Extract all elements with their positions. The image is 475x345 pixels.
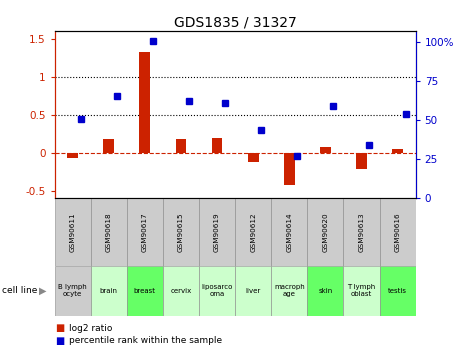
Text: skin: skin [318,288,332,294]
Text: liver: liver [246,288,261,294]
Text: GSM90613: GSM90613 [359,212,364,252]
Bar [127,266,163,316]
Bar [307,198,343,266]
Title: GDS1835 / 31327: GDS1835 / 31327 [174,16,296,30]
Text: ■: ■ [55,324,64,333]
Text: brain: brain [100,288,118,294]
Bar [127,198,163,266]
Text: cervix: cervix [171,288,191,294]
Text: log2 ratio: log2 ratio [69,324,112,333]
Bar [91,266,127,316]
Bar [199,198,235,266]
Bar [356,153,367,169]
Bar [67,153,78,158]
Text: breast: breast [134,288,156,294]
Bar [380,266,416,316]
Bar [343,198,380,266]
Text: GSM90614: GSM90614 [286,212,292,252]
Text: liposarco
oma: liposarco oma [201,284,233,297]
Bar [140,52,150,153]
Text: GSM90611: GSM90611 [70,212,76,252]
Text: GSM90617: GSM90617 [142,212,148,252]
Bar [307,266,343,316]
Bar [163,198,199,266]
Bar [271,198,307,266]
Bar [55,198,91,266]
Text: ▶: ▶ [39,286,47,296]
Text: B lymph
ocyte: B lymph ocyte [58,284,87,297]
Bar [343,266,380,316]
Bar [235,198,271,266]
Text: ■: ■ [55,336,64,345]
Text: GSM90619: GSM90619 [214,212,220,252]
Text: GSM90615: GSM90615 [178,212,184,252]
Text: GSM90616: GSM90616 [395,212,400,252]
Text: testis: testis [388,288,407,294]
Text: GSM90620: GSM90620 [323,212,328,252]
Bar [199,266,235,316]
Bar [284,153,294,185]
Bar [392,149,403,153]
Bar [91,198,127,266]
Text: GSM90618: GSM90618 [106,212,112,252]
Bar [380,198,416,266]
Text: percentile rank within the sample: percentile rank within the sample [69,336,222,345]
Bar [55,266,91,316]
Text: T lymph
oblast: T lymph oblast [347,284,376,297]
Bar [271,266,307,316]
Bar [235,266,271,316]
Bar [163,266,199,316]
Bar [176,139,186,153]
Bar [104,139,114,153]
Text: cell line: cell line [2,286,38,295]
Bar [248,153,258,162]
Bar [320,147,331,153]
Bar [212,138,222,153]
Text: GSM90612: GSM90612 [250,212,256,252]
Text: macroph
age: macroph age [274,284,304,297]
